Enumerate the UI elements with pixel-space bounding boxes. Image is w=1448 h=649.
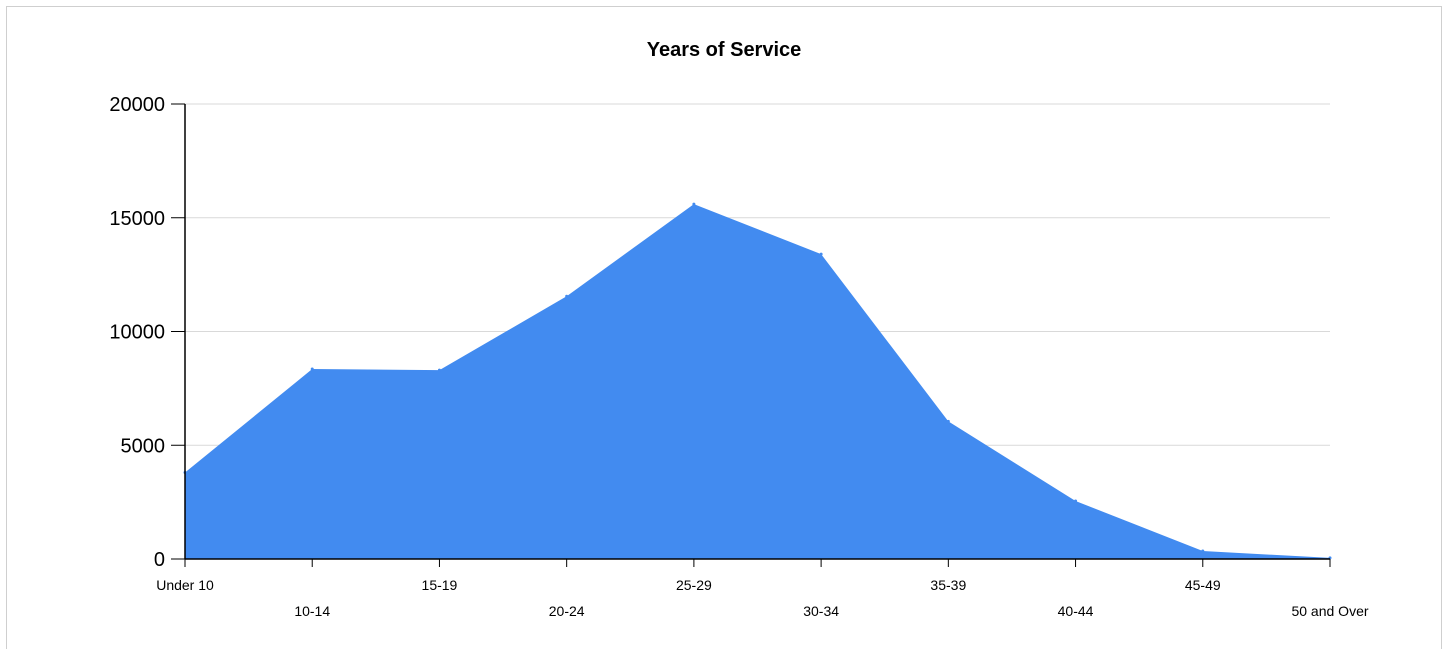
data-point — [1074, 499, 1078, 503]
data-point — [819, 252, 823, 256]
x-tick-label: 30-34 — [803, 603, 839, 619]
y-tick-label: 10000 — [109, 322, 165, 344]
x-tick-label: 35-39 — [930, 577, 966, 593]
y-tick-label: 20000 — [109, 94, 165, 116]
chart-title: Years of Service — [647, 39, 802, 61]
x-tick-label: 25-29 — [676, 577, 712, 593]
data-point — [1201, 549, 1205, 553]
x-tick-label: 40-44 — [1058, 603, 1094, 619]
x-tick-label: Under 10 — [156, 577, 214, 593]
data-point — [692, 202, 696, 206]
y-axis-ticks: 0 5000 10000 15000 20000 — [109, 94, 185, 571]
y-tick-label: 15000 — [109, 208, 165, 230]
area-series — [183, 202, 1332, 560]
y-tick-label: 0 — [154, 549, 165, 571]
data-point — [310, 367, 314, 371]
x-tick-label: 15-19 — [422, 577, 458, 593]
x-tick-label: 45-49 — [1185, 577, 1221, 593]
data-point — [946, 419, 950, 423]
x-axis-ticks: Under 10 10-14 15-19 20-24 25-29 30-34 35-39 40… — [156, 559, 1369, 619]
data-point — [565, 294, 569, 298]
area-fill — [185, 204, 1330, 559]
x-tick-label: 20-24 — [549, 603, 585, 619]
x-tick-label: 50 and Over — [1291, 603, 1368, 619]
y-tick-label: 5000 — [121, 435, 166, 457]
data-point — [437, 368, 441, 372]
x-tick-label: 10-14 — [294, 603, 330, 619]
